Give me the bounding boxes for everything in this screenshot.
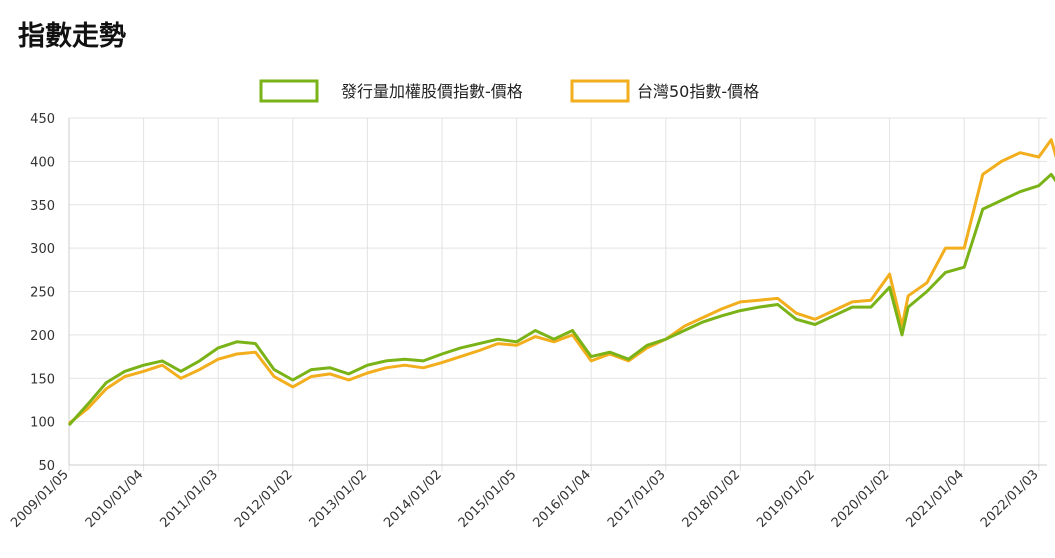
y-tick-label: 100 bbox=[30, 416, 55, 431]
y-tick-label: 50 bbox=[38, 459, 55, 474]
x-tick-label: 2020/01/02 bbox=[829, 467, 893, 531]
series-line-1 bbox=[67, 172, 1055, 427]
y-tick-label: 150 bbox=[30, 372, 55, 387]
x-tick-label: 2022/01/03 bbox=[978, 467, 1042, 531]
y-tick-label: 200 bbox=[30, 329, 55, 344]
x-tick-label: 2010/01/04 bbox=[83, 467, 147, 531]
y-tick-label: 450 bbox=[30, 112, 55, 127]
x-tick-label: 2017/01/03 bbox=[605, 467, 669, 531]
x-tick-label: 2019/01/02 bbox=[754, 467, 818, 531]
y-tick-label: 300 bbox=[30, 242, 55, 257]
x-tick-label: 2009/01/05 bbox=[8, 467, 72, 531]
x-tick-label: 2021/01/04 bbox=[903, 467, 967, 531]
x-tick-label: 2014/01/02 bbox=[381, 467, 445, 531]
legend-swatch-series-1 bbox=[259, 79, 319, 103]
x-tick-label: 2016/01/04 bbox=[530, 467, 594, 531]
legend-swatch-series-2 bbox=[570, 79, 630, 103]
legend[interactable]: 發行量加權股價指數-價格 台灣50指數-價格 bbox=[259, 79, 759, 103]
series-line-2 bbox=[68, 138, 1055, 425]
legend-item-series-2[interactable]: 台灣50指數-價格 bbox=[570, 79, 759, 103]
series-lines bbox=[67, 138, 1055, 427]
x-tick-label: 2011/01/03 bbox=[157, 467, 221, 531]
page-title: 指數走勢 bbox=[18, 21, 126, 52]
x-tick-label: 2013/01/02 bbox=[307, 467, 371, 531]
legend-label-series-2: 台灣50指數-價格 bbox=[637, 82, 759, 101]
y-tick-label: 350 bbox=[30, 199, 55, 214]
grid bbox=[68, 117, 1047, 471]
x-tick-label: 2015/01/05 bbox=[456, 467, 520, 531]
x-tick-label: 2018/01/02 bbox=[680, 467, 744, 531]
y-tick-label: 250 bbox=[30, 286, 55, 301]
legend-label-series-1: 發行量加權股價指數-價格 bbox=[341, 82, 523, 101]
y-tick-label: 400 bbox=[30, 155, 55, 170]
axes: 50 100 150 200 250 300 350 400 450 2009/01/05 2010… bbox=[8, 112, 1047, 531]
legend-item-series-1[interactable]: 發行量加權股價指數-價格 bbox=[259, 79, 523, 103]
x-tick-label: 2012/01/02 bbox=[232, 467, 296, 531]
